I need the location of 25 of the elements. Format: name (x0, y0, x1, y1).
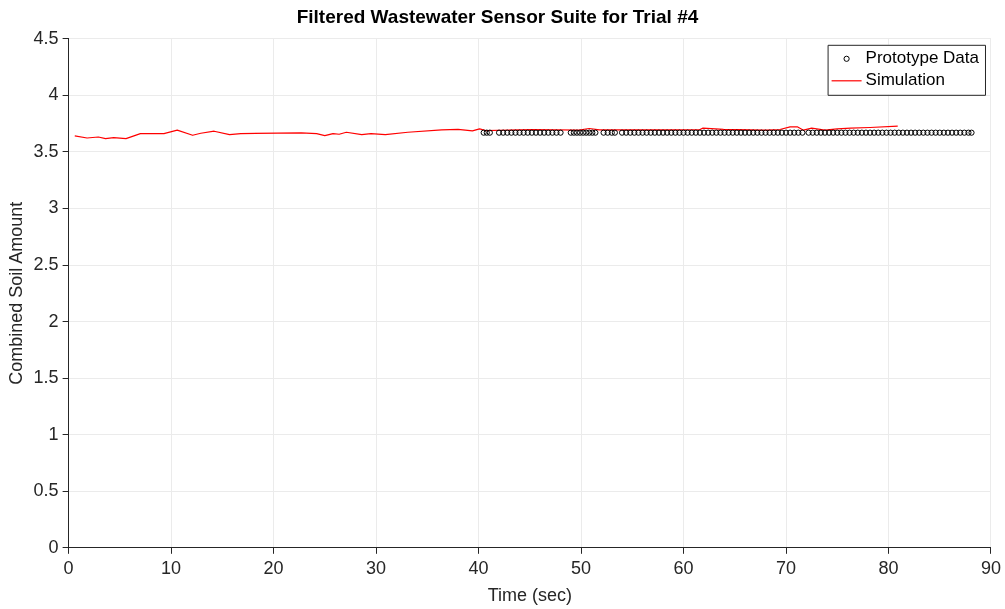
x-tick-label: 40 (468, 557, 489, 578)
chart-title: Filtered Wastewater Sensor Suite for Trial #4 (296, 5, 699, 27)
x-tick-label: 10 (161, 557, 182, 578)
y-axis-title: Combined Soil Amount (5, 201, 26, 385)
y-tick-label: 4.5 (33, 27, 59, 48)
x-tick-label: 60 (673, 557, 694, 578)
y-tick-label: 4 (48, 84, 59, 105)
x-tick-label: 0 (63, 557, 74, 578)
y-tick-label: 2.5 (33, 253, 59, 274)
x-tick-label: 20 (263, 557, 284, 578)
x-tick-label: 50 (571, 557, 592, 578)
legend-label: Simulation (865, 70, 945, 90)
y-tick-label: 3.5 (33, 140, 59, 161)
x-tick-label: 30 (366, 557, 387, 578)
x-axis-title: Time (sec) (487, 585, 572, 606)
x-tick-label: 80 (878, 557, 899, 578)
x-tick-label: 70 (776, 557, 797, 578)
y-tick-label: 0.5 (33, 480, 59, 501)
y-tick-label: 1 (48, 423, 59, 444)
x-tick-label: 90 (980, 557, 1001, 578)
y-tick-label: 0 (48, 536, 59, 557)
y-tick-label: 1.5 (33, 367, 59, 388)
y-tick-label: 2 (48, 310, 59, 331)
legend-label: Prototype Data (865, 48, 980, 68)
y-tick-label: 3 (48, 197, 59, 218)
